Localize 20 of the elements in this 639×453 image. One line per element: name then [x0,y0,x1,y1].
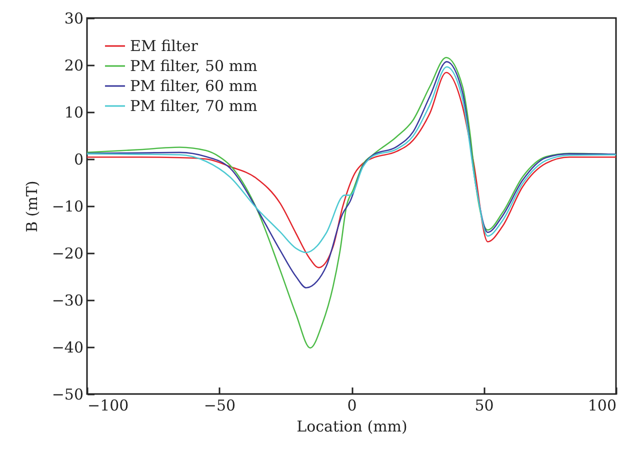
y-tick-label: −10 [52,198,84,216]
x-tick-label: 100 [588,396,616,414]
y-tick-label: 20 [64,56,84,74]
y-tick-label: 0 [74,150,84,168]
y-tick-label: 10 [64,104,84,122]
x-tick-label: −50 [204,396,236,414]
legend-label: PM filter, 60 mm [130,77,258,95]
y-tick-label: 30 [64,10,84,28]
x-tick-label: 0 [347,396,357,414]
y-axis-title: B (mT) [22,180,41,232]
legend-label: EM filter [130,37,199,55]
x-tick-label: −100 [88,396,129,414]
legend-label: PM filter, 70 mm [130,97,258,115]
legend-label: PM filter, 50 mm [130,57,258,75]
y-tick-label: −40 [52,338,84,356]
y-tick-label: −20 [52,244,84,262]
y-tick-label: −50 [52,386,84,404]
y-tick-label: −30 [52,292,84,310]
x-tick-label: 50 [474,396,494,414]
x-axis-title: Location (mm) [296,418,408,436]
